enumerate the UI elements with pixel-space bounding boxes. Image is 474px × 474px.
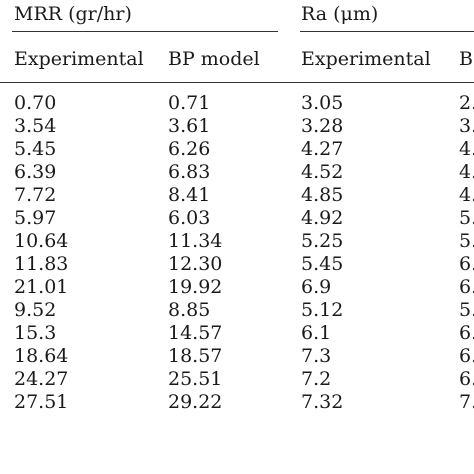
- table-cell: 15.3: [14, 322, 57, 344]
- table-cell: 11.83: [14, 253, 69, 275]
- table-cell: 12.30: [168, 253, 223, 275]
- table-cell: 11.34: [168, 230, 223, 252]
- table-cell: 4.92: [301, 207, 344, 229]
- column-header-mrr-experimental: Experimental: [14, 48, 144, 70]
- table-cell: 6.: [459, 276, 474, 298]
- table-cell: 18.64: [14, 345, 69, 367]
- table-row: 0.70 0.71 3.05 2.: [0, 92, 474, 115]
- table-row: 6.39 6.83 4.52 4.: [0, 161, 474, 184]
- table-row: 5.45 6.26 4.27 4.: [0, 138, 474, 161]
- table-cell: 4.: [459, 138, 474, 160]
- table-cell: 6.26: [168, 138, 211, 160]
- table-cell: 7.3: [301, 345, 332, 367]
- table-cell: 6.39: [14, 161, 57, 183]
- table-cell: 29.22: [168, 391, 223, 413]
- table-cell: 8.41: [168, 184, 211, 206]
- table-cell: 25.51: [168, 368, 223, 390]
- table-cell: 24.27: [14, 368, 69, 390]
- table-row: 5.97 6.03 4.92 5.: [0, 207, 474, 230]
- table-cell: 6.: [459, 368, 474, 390]
- group-rule-ra: [300, 31, 474, 32]
- table-cell: 3.61: [168, 115, 211, 137]
- table-cell: 5.12: [301, 299, 344, 321]
- table-row: 27.51 29.22 7.32 7.: [0, 391, 474, 414]
- group-header-ra: Ra (μm): [301, 3, 379, 25]
- table-cell: 3.54: [14, 115, 57, 137]
- table-cell: 5.45: [14, 138, 57, 160]
- column-header-mrr-bp-model: BP model: [168, 48, 260, 70]
- table-cell: 5.45: [301, 253, 344, 275]
- table-row: 24.27 25.51 7.2 6.: [0, 368, 474, 391]
- table-cell: 9.52: [14, 299, 57, 321]
- table-cell: 4.: [459, 184, 474, 206]
- column-header-ra-bp-model: B: [459, 48, 473, 70]
- table-cell: 27.51: [14, 391, 69, 413]
- group-rule-mrr: [12, 31, 278, 32]
- table-cell: 6.1: [301, 322, 332, 344]
- table-cell: 6.: [459, 322, 474, 344]
- table-cell: 5.: [459, 230, 474, 252]
- table-row: 9.52 8.85 5.12 5.: [0, 299, 474, 322]
- table-cell: 8.85: [168, 299, 211, 321]
- table-cell: 0.71: [168, 92, 211, 114]
- table-cell: 7.2: [301, 368, 332, 390]
- table-row: 11.83 12.30 5.45 6.: [0, 253, 474, 276]
- table-cell: 3.: [459, 115, 474, 137]
- table-cell: 6.03: [168, 207, 211, 229]
- table-row: 10.64 11.34 5.25 5.: [0, 230, 474, 253]
- table-cell: 0.70: [14, 92, 57, 114]
- table-cell: 5.97: [14, 207, 57, 229]
- table-cell: 14.57: [168, 322, 223, 344]
- table-cell: 18.57: [168, 345, 223, 367]
- column-header-ra-experimental: Experimental: [301, 48, 431, 70]
- table-cell: 5.: [459, 299, 474, 321]
- table-row: 3.54 3.61 3.28 3.: [0, 115, 474, 138]
- table-cell: 10.64: [14, 230, 69, 252]
- table-cell: 4.52: [301, 161, 344, 183]
- table-cell: 21.01: [14, 276, 69, 298]
- table-cell: 3.28: [301, 115, 344, 137]
- table-row: 21.01 19.92 6.9 6.: [0, 276, 474, 299]
- table-cell: 19.92: [168, 276, 223, 298]
- table-cell: 7.32: [301, 391, 344, 413]
- table-cell: 4.85: [301, 184, 344, 206]
- table-cell: 4.: [459, 161, 474, 183]
- table-cell: 2.: [459, 92, 474, 114]
- table-cell: 4.27: [301, 138, 344, 160]
- table-body: 0.700.713.052.3.543.613.283.5.456.264.27…: [0, 92, 474, 414]
- table-cell: 7.: [459, 391, 474, 413]
- table-cell: 7.72: [14, 184, 57, 206]
- table-cell: 5.25: [301, 230, 344, 252]
- table-row: 15.3 14.57 6.1 6.: [0, 322, 474, 345]
- table-cell: 3.05: [301, 92, 344, 114]
- table-cell: 6.83: [168, 161, 211, 183]
- table-cell: 6.: [459, 345, 474, 367]
- group-header-mrr: MRR (gr/hr): [14, 3, 132, 25]
- table-row: 7.72 8.41 4.85 4.: [0, 184, 474, 207]
- table-cell: 5.: [459, 207, 474, 229]
- table-cell: 6.: [459, 253, 474, 275]
- table-cell: 6.9: [301, 276, 332, 298]
- header-rule: [0, 82, 474, 83]
- table-row: 18.64 18.57 7.3 6.: [0, 345, 474, 368]
